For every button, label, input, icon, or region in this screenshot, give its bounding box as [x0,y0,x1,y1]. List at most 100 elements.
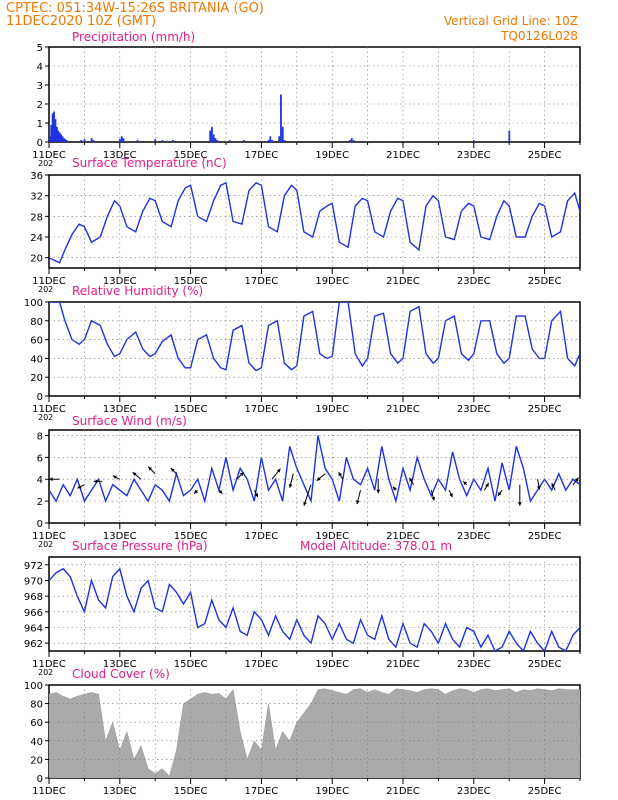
wind-arrow-head [497,491,502,496]
cloud-x-tick-label: 11DEC [32,786,66,797]
pressure-x-tick-label: 17DEC [245,659,279,670]
precip-gridlines [49,47,580,142]
wind-arrow-head [112,475,117,480]
cloud-x-tick-label: 13DEC [103,786,137,797]
precip-bar [61,136,64,142]
precip-panel: 0 1 2 3 4 5 11DEC 13DEC 15DEC 17DEC 19DEC 21DEC 23DE… [32,43,581,168]
humidity-year-fragment: 202 [38,413,53,422]
precip-bar [216,140,219,142]
pressure-title: Surface Pressure (hPa) [72,539,208,553]
temp-x-tick-label: 25DEC [528,276,562,287]
cloud-panel: 0 20 40 60 80 100 11DEC 13DEC 15DEC 17DEC 19DEC 21D… [24,681,581,797]
cloud-gridlines [49,685,580,778]
cloud-y-tick-label: 0 [37,774,43,785]
cloud-x-tick-label: 25DEC [528,786,562,797]
humidity-y-tick-label: 100 [24,298,43,309]
pressure-y-tick-label: 964 [24,624,43,635]
precip-x-tick-label: 15DEC [174,150,208,161]
precip-frame [48,46,581,143]
precip-bar [269,136,272,142]
precip-bar [80,140,82,142]
wind-arrow-head [254,493,258,498]
humidity-x-tick-label: 21DEC [386,404,420,415]
humidity-y-tick-label: 40 [30,354,43,365]
vertical-grid-info: Vertical Grid Line: 10Z [444,14,578,28]
humidity-y-tick-label: 80 [30,317,43,328]
cloud-x-tick-label: 15DEC [174,786,208,797]
cloud-y-tick-label: 80 [30,700,43,711]
wind-arrow-head [537,485,541,490]
wind-y-tick-label: 2 [37,497,43,508]
precip-bar [384,141,387,142]
precip-bar [50,124,53,142]
precip-title: Precipitation (mm/h) [72,30,195,44]
wind-arrows [49,466,579,506]
cloud-y-tick-label: 100 [24,681,43,692]
precip-series-group [49,94,528,142]
wind-x-tick-label: 15DEC [174,531,208,542]
precip-bar [60,134,63,142]
wind-y-tick-label: 6 [37,453,43,464]
precip-bar [122,138,125,142]
pressure-x-tick-label: 19DEC [315,659,349,670]
precip-bar [63,138,65,142]
wind-line [49,435,580,504]
precip-bar [281,126,284,142]
precip-bar [473,140,475,142]
pressure-y-tick-label: 972 [24,561,43,572]
humidity-title: Relative Humidity (%) [72,284,203,298]
cloud-y-tick-label: 20 [30,755,43,766]
wind-arrow-head [463,481,468,486]
pressure-x-tick-label: 23DEC [457,659,491,670]
temp-frame [48,174,581,269]
humidity-x-tick-label: 19DEC [315,404,349,415]
temp-x-tick-label: 21DEC [386,276,420,287]
precip-bar [526,141,528,142]
humidity-series-group [49,302,580,372]
precip-bar [280,94,282,142]
precip-y-tick-label: 1 [37,119,43,130]
wind-arrow-head [431,496,436,501]
wind-series-group [49,435,580,504]
wind-arrow-head [485,483,489,488]
humidity-panel: 0 20 40 60 80 100 11DEC 13DEC 15DEC 17DEC 19DEC 21D… [24,298,581,422]
pressure-year-fragment: 202 [38,668,53,677]
station-header: CPTEC: 051:34W-15:26S BRITANIA (GO) [6,1,264,16]
temp-y-tick-label: 32 [30,192,43,203]
pressure-gridlines [49,557,580,651]
temp-title: Surface Temperature (nC) [72,156,227,170]
wind-x-tick-label: 23DEC [457,531,491,542]
precip-bar [120,136,123,142]
temp-gridlines [49,175,580,268]
wind-gridlines [49,430,580,523]
wind-x-tick-label: 17DEC [245,531,279,542]
precip-bar [92,140,95,142]
pressure-x-tick-label: 13DEC [103,659,137,670]
humidity-x-tick-label: 25DEC [528,404,562,415]
wind-arrow-head [551,483,556,488]
pressure-y-tick-label: 962 [24,639,43,650]
precip-bar [212,134,215,142]
precip-bar [119,139,121,142]
precip-bar [53,111,55,142]
humidity-y-tick-label: 60 [30,336,43,347]
precip-x-tick-label: 13DEC [103,150,137,161]
cloud-y-tick-label: 40 [30,737,43,748]
humidity-line [49,302,580,372]
wind-title: Surface Wind (m/s) [72,414,187,428]
precip-bar [352,140,355,142]
precip-bar [228,140,231,142]
precip-bar [83,139,86,142]
wind-frame [48,429,581,524]
precip-bar [49,136,51,142]
humidity-x-tick-label: 17DEC [245,404,279,415]
temp-y-tick-label: 28 [30,212,43,223]
model-code: TQ0126L028 [500,29,578,43]
humidity-y-tick-label: 20 [30,373,43,384]
wind-arrow-head [376,489,381,494]
wind-arrow-head [517,502,522,506]
temp-line [49,181,580,264]
precip-y-tick-label: 3 [37,81,43,92]
precip-bar [154,139,157,142]
precip-x-tick-label: 21DEC [386,150,420,161]
